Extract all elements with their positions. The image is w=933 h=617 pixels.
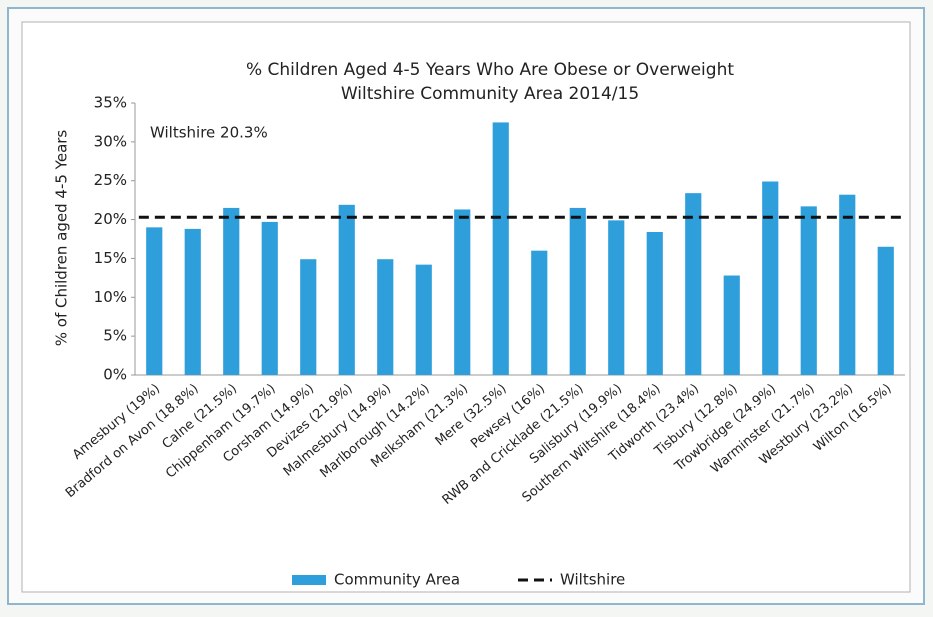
y-tick-label: 20%: [94, 210, 127, 228]
legend-swatch: [292, 575, 326, 585]
chart-subtitle: Wiltshire Community Area 2014/15: [341, 84, 639, 104]
bar: [454, 209, 471, 375]
bar: [839, 194, 856, 375]
chart-title: % Children Aged 4-5 Years Who Are Obese …: [246, 60, 734, 80]
bar: [531, 250, 548, 375]
bar: [646, 232, 663, 375]
annotation: Wiltshire 20.3%: [150, 124, 268, 142]
legend-label: Wiltshire: [560, 571, 625, 589]
y-tick-label: 30%: [94, 132, 127, 150]
bar: [184, 228, 201, 375]
y-tick-label: 5%: [103, 327, 127, 345]
bar: [723, 275, 740, 375]
bar: [223, 207, 240, 375]
bar: [685, 193, 702, 375]
bar: [261, 221, 278, 375]
y-tick-label: 10%: [94, 288, 127, 306]
bar: [877, 246, 894, 375]
bar: [146, 227, 163, 375]
bar: [762, 181, 779, 375]
y-axis-label: % of Children aged 4-5 Years: [53, 130, 71, 347]
legend-label: Community Area: [334, 571, 460, 589]
bar: [415, 264, 432, 375]
bar: [569, 207, 586, 375]
bar: [608, 220, 625, 375]
bar: [300, 259, 317, 375]
bar: [492, 122, 509, 375]
bar: [338, 204, 355, 375]
y-tick-label: 25%: [94, 171, 127, 189]
y-tick-label: 0%: [103, 366, 127, 384]
y-tick-label: 35%: [94, 94, 127, 112]
bar: [377, 259, 394, 375]
y-tick-label: 15%: [94, 249, 127, 267]
bar: [800, 206, 817, 375]
